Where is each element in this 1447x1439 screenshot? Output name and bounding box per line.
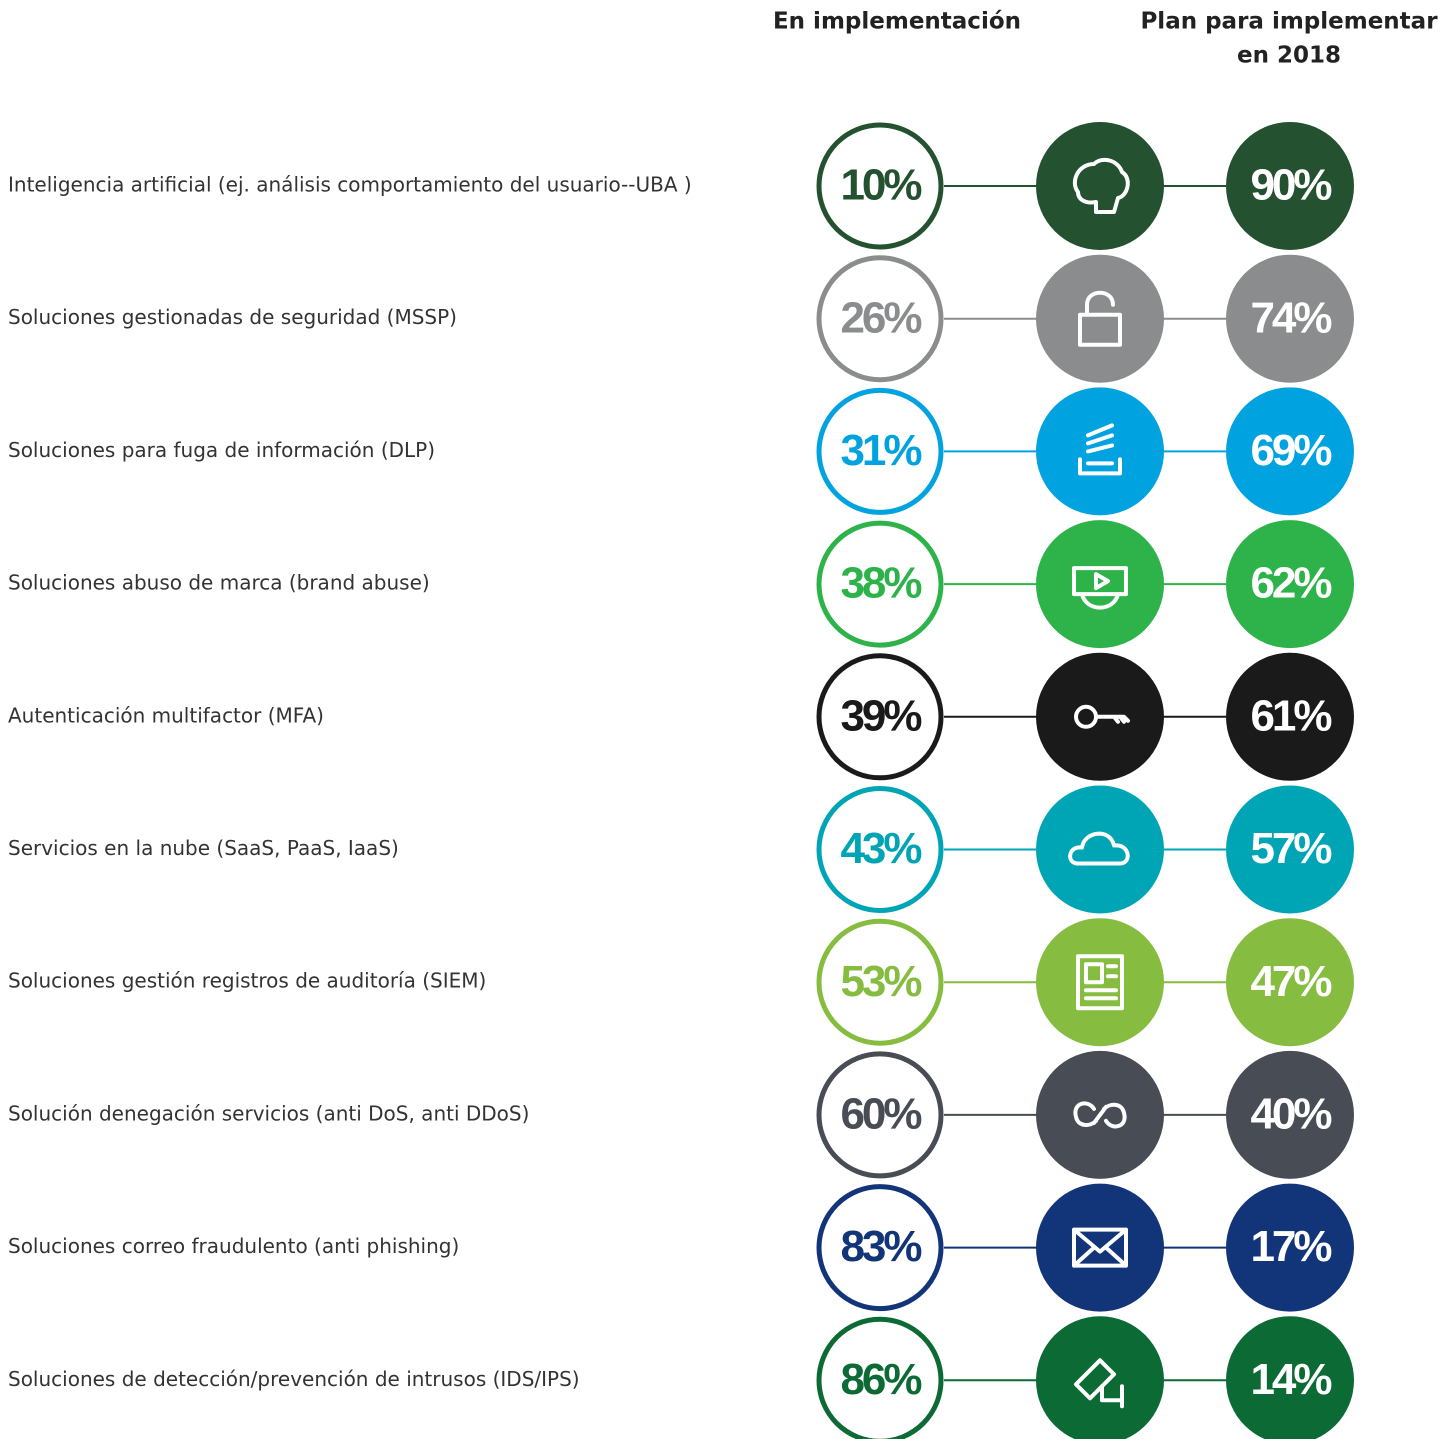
- row-label: Soluciones de detección/prevención de in…: [8, 1367, 580, 1391]
- header-planned: en 2018: [1237, 43, 1341, 69]
- implemented-circle: [816, 520, 944, 648]
- icon: [1073, 1101, 1127, 1129]
- implemented-circle: [816, 387, 944, 515]
- row-label: Soluciones gestión registros de auditorí…: [8, 969, 486, 993]
- row-label: Inteligencia artificial (ej. análisis co…: [8, 173, 692, 197]
- implemented-value: 53%: [840, 957, 921, 1006]
- implemented-value: 60%: [840, 1090, 921, 1139]
- planned-circle: [1226, 918, 1354, 1047]
- icon: [1078, 423, 1122, 476]
- planned-circle: [1226, 1050, 1354, 1179]
- planned-circle: [1226, 254, 1354, 383]
- planned-circle: [1226, 1316, 1354, 1439]
- implemented-value: 10%: [840, 161, 921, 210]
- implemented-circle: [816, 1316, 944, 1439]
- planned-value: 61%: [1250, 691, 1331, 740]
- planned-circle: [1226, 520, 1354, 649]
- row-label: Servicios en la nube (SaaS, PaaS, IaaS): [8, 836, 399, 860]
- planned-value: 90%: [1250, 161, 1331, 210]
- planned-circle: [1226, 652, 1354, 781]
- icon-circle: [1036, 1316, 1164, 1439]
- planned-value: 47%: [1250, 957, 1331, 1006]
- row-label: Solución denegación servicios (anti DoS,…: [8, 1101, 529, 1125]
- implemented-value: 39%: [840, 691, 921, 740]
- planned-value: 57%: [1250, 824, 1331, 873]
- icon: [1078, 290, 1122, 347]
- icon: [1074, 704, 1130, 729]
- planned-circle: [1226, 785, 1354, 914]
- icon: [1072, 566, 1128, 610]
- icon-circle: [1036, 387, 1164, 516]
- icon: [1074, 1358, 1124, 1409]
- planned-circle: [1226, 122, 1354, 250]
- planned-value: 69%: [1250, 426, 1331, 475]
- implemented-value: 83%: [840, 1222, 921, 1271]
- icon-circle: [1036, 122, 1164, 250]
- planned-value: 62%: [1250, 559, 1331, 608]
- row-label: Soluciones abuso de marca (brand abuse): [8, 571, 430, 595]
- icon: [1076, 954, 1124, 1011]
- implemented-circle: [816, 918, 944, 1046]
- icon: [1068, 831, 1130, 866]
- implemented-circle: [816, 255, 944, 383]
- planned-circle: [1226, 1183, 1354, 1312]
- implemented-value: 26%: [840, 293, 921, 342]
- planned-value: 17%: [1250, 1222, 1331, 1271]
- row-label: Autenticación multifactor (MFA): [8, 703, 324, 727]
- planned-value: 40%: [1250, 1090, 1331, 1139]
- icon-circle: [1036, 1183, 1164, 1312]
- planned-circle: [1226, 387, 1354, 516]
- implemented-circle: [816, 122, 944, 250]
- planned-value: 74%: [1250, 293, 1331, 342]
- icon: [1072, 1227, 1128, 1268]
- header-planned: Plan para implementar: [1140, 9, 1438, 35]
- implemented-value: 38%: [840, 559, 921, 608]
- implemented-circle: [816, 1184, 944, 1312]
- implemented-value: 43%: [840, 824, 921, 873]
- implemented-circle: [816, 1051, 944, 1179]
- implemented-circle: [816, 653, 944, 781]
- planned-value: 14%: [1250, 1355, 1331, 1404]
- implemented-value: 86%: [840, 1355, 921, 1404]
- row-label: Soluciones para fuga de información (DLP…: [8, 438, 435, 462]
- implemented-circle: [816, 786, 944, 913]
- icon: [1072, 157, 1130, 214]
- header-implemented: En implementación: [773, 9, 1021, 35]
- row-label: Soluciones gestionadas de seguridad (MSS…: [8, 305, 457, 329]
- row-label: Soluciones correo fraudulento (anti phis…: [8, 1234, 459, 1258]
- icon-circle: [1036, 254, 1164, 383]
- icon-circle: [1036, 785, 1164, 914]
- implemented-value: 31%: [840, 426, 921, 475]
